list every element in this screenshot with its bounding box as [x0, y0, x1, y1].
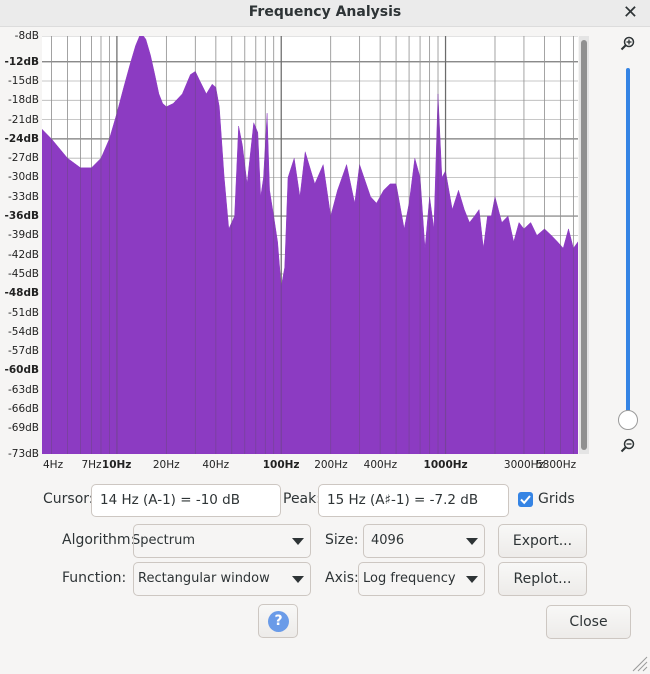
- axis-select[interactable]: Log frequency: [358, 562, 485, 596]
- spectrum-area: [42, 36, 578, 454]
- resize-grip-icon[interactable]: [630, 654, 648, 672]
- x-tick-label: 40Hz: [202, 459, 230, 471]
- x-tick-label: 200Hz: [314, 459, 348, 471]
- title-bar: Frequency Analysis ✕: [0, 0, 650, 27]
- checkmark-icon: [520, 495, 531, 505]
- chevron-down-icon: [466, 576, 478, 583]
- help-button[interactable]: ?: [258, 604, 298, 638]
- replot-button[interactable]: Replot...: [498, 562, 587, 596]
- y-tick-label: -42dB: [7, 248, 39, 261]
- y-tick-label: -8dB: [14, 30, 39, 42]
- chevron-down-icon: [292, 538, 304, 545]
- zoom-in-icon[interactable]: [620, 36, 636, 52]
- y-tick-label: -15dB: [7, 75, 39, 87]
- export-button[interactable]: Export...: [498, 524, 587, 558]
- zoom-out-icon[interactable]: [620, 438, 636, 454]
- y-tick-label: -36dB: [4, 210, 40, 223]
- y-tick-label: -18dB: [7, 94, 39, 107]
- zoom-slider-knob[interactable]: [618, 410, 638, 430]
- y-tick-label: -30dB: [7, 171, 39, 184]
- y-tick-label: -60dB: [4, 364, 40, 377]
- y-tick-label: -48dB: [4, 287, 40, 300]
- y-tick-label: -73dB: [7, 448, 39, 460]
- x-tick-label: 1000Hz: [423, 459, 468, 471]
- y-tick-label: -51dB: [7, 306, 39, 319]
- x-tick-label: 7Hz: [81, 459, 102, 471]
- algorithm-label: Algorithm:: [62, 532, 136, 548]
- x-tick-label: 3000Hz: [503, 459, 545, 471]
- y-tick-label: -33dB: [7, 190, 39, 203]
- cursor-label: Cursor:: [43, 491, 94, 507]
- peak-label: Peak:: [283, 491, 321, 507]
- zoom-slider-track[interactable]: [626, 68, 630, 420]
- function-select-value: Rectangular window: [138, 571, 270, 586]
- close-icon[interactable]: ✕: [622, 2, 638, 23]
- x-tick-label: 4Hz: [43, 459, 64, 471]
- y-tick-label: -63dB: [7, 383, 39, 396]
- grids-label[interactable]: Grids: [538, 491, 575, 507]
- vertical-scrollbar[interactable]: [579, 36, 589, 454]
- axis-label: Axis:: [325, 570, 359, 586]
- size-select-value: 4096: [371, 533, 405, 548]
- axis-select-value: Log frequency: [363, 571, 456, 586]
- y-tick-label: -12dB: [4, 55, 40, 68]
- size-select[interactable]: 4096: [363, 524, 485, 558]
- chevron-down-icon: [466, 538, 478, 545]
- y-tick-label: -27dB: [7, 152, 39, 165]
- y-tick-label: -39dB: [7, 229, 39, 242]
- chevron-down-icon: [292, 576, 304, 583]
- peak-field[interactable]: 15 Hz (A♯-1) = -7.2 dB: [318, 484, 509, 517]
- help-icon: ?: [268, 611, 289, 632]
- x-tick-label: 100Hz: [262, 459, 300, 471]
- window-title: Frequency Analysis: [248, 4, 402, 20]
- algorithm-select[interactable]: Spectrum: [133, 524, 311, 558]
- grid-overlay: [51, 36, 574, 454]
- close-button[interactable]: Close: [546, 605, 631, 639]
- cursor-field[interactable]: 14 Hz (A-1) = -10 dB: [91, 484, 281, 517]
- x-tick-label: 20Hz: [152, 459, 180, 471]
- function-select[interactable]: Rectangular window: [133, 562, 311, 596]
- scrollbar-thumb[interactable]: [581, 40, 587, 450]
- grids-checkbox[interactable]: [518, 492, 533, 507]
- function-label: Function:: [62, 570, 127, 586]
- y-tick-label: -66dB: [7, 402, 39, 415]
- size-label: Size:: [325, 532, 359, 548]
- algorithm-select-value: Spectrum: [133, 533, 195, 548]
- x-tick-label: 10Hz: [101, 459, 132, 471]
- y-tick-label: -21dB: [7, 113, 39, 126]
- y-tick-label: -45dB: [7, 267, 39, 280]
- x-tick-label: 400Hz: [363, 459, 398, 471]
- y-tick-label: -24dB: [4, 132, 40, 145]
- x-tick-label: 5800Hz: [536, 459, 577, 471]
- y-tick-label: -57dB: [7, 345, 39, 358]
- spectrum-plot[interactable]: [42, 36, 578, 454]
- y-tick-label: -69dB: [7, 422, 39, 435]
- y-tick-label: -54dB: [7, 325, 39, 338]
